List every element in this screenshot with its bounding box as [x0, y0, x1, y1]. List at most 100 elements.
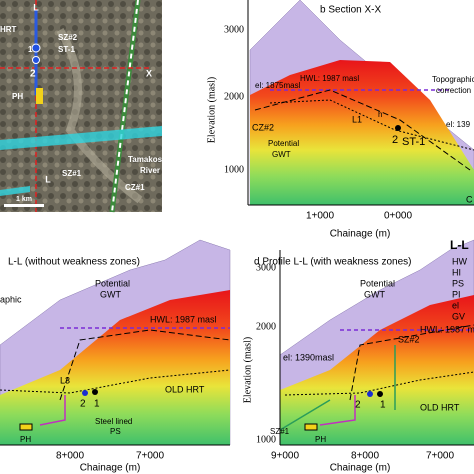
- label: ST-1: [402, 136, 425, 148]
- label: C: [466, 194, 473, 204]
- label: River: [140, 166, 160, 175]
- point: [82, 390, 88, 396]
- label: SZ#2: [58, 33, 78, 42]
- label: PH: [315, 435, 326, 444]
- label: Potential: [95, 278, 130, 288]
- label: CZ#1: [125, 183, 145, 192]
- section-d: [279, 239, 474, 446]
- label: 2: [355, 400, 361, 411]
- label: Chainage (m): [80, 463, 141, 474]
- label: PI: [452, 289, 461, 299]
- x-tick-label: 8+000: [56, 451, 85, 462]
- label: L3: [60, 375, 70, 385]
- label: L-L (without weakness zones): [8, 257, 140, 268]
- section-b: [247, 0, 474, 206]
- x-tick-label: 7+000: [426, 451, 455, 462]
- point: [367, 391, 373, 397]
- y-tick-label: 1000: [224, 164, 244, 175]
- label: GWT: [364, 289, 385, 299]
- label: 1: [28, 45, 33, 54]
- label: 2: [392, 134, 398, 146]
- label: PH: [12, 92, 23, 101]
- label: SZ#2: [398, 334, 420, 344]
- label: HRT: [0, 25, 17, 34]
- label: HWL: 1987 masl: [300, 74, 359, 83]
- hrt-line: [284, 371, 474, 396]
- ps-line: [319, 395, 356, 426]
- label: SZ#1: [270, 427, 290, 436]
- label: 2: [30, 69, 36, 80]
- satellite: [0, 0, 162, 212]
- label: 1: [380, 400, 386, 411]
- label: X: [146, 68, 152, 78]
- label: HI: [452, 267, 461, 277]
- saturated-zone: [280, 295, 474, 445]
- l3-line: [59, 329, 231, 401]
- label: Topographic: [432, 75, 474, 84]
- cz1-zone: [0, 126, 162, 150]
- label: Potential: [360, 278, 395, 288]
- y-tick-label: 2000: [224, 91, 244, 102]
- label: 1: [94, 399, 100, 410]
- label: GWT: [272, 150, 291, 159]
- label: b Section X-X: [320, 5, 381, 16]
- label: L-L: [450, 238, 469, 252]
- sz1-zone: [279, 399, 331, 431]
- label: Chainage (m): [330, 463, 391, 474]
- label: 2: [80, 399, 86, 410]
- label: Elevation (masl): [242, 337, 253, 403]
- ps-line: [39, 395, 66, 426]
- label: SZ#1: [62, 169, 82, 178]
- point-marker: [32, 56, 40, 64]
- label: HW: [452, 256, 467, 266]
- label: el: 1875masl: [255, 81, 301, 90]
- label: PH: [20, 435, 31, 444]
- label: 1 km: [16, 196, 32, 203]
- label: ST-1: [58, 45, 75, 54]
- sz2-marker: [31, 43, 41, 53]
- label: d Profile L-L (with weakness zones): [254, 257, 411, 268]
- label: Potential: [268, 139, 299, 148]
- label: el: [452, 300, 459, 310]
- y-tick-label: 3000: [224, 24, 244, 35]
- y-tick-label: 1000: [256, 434, 276, 445]
- label: OLD HRT: [165, 384, 205, 394]
- label: GV: [452, 311, 465, 321]
- label: Chainage (m): [330, 229, 391, 240]
- label: L: [33, 2, 39, 12]
- label: OLD HRT: [420, 402, 460, 412]
- ph-marker: [19, 423, 33, 431]
- label: Elevation (masl): [206, 77, 217, 143]
- y-tick-label: 3000: [256, 262, 276, 273]
- x-tick-label: 1+000: [306, 211, 335, 222]
- point: [377, 391, 383, 397]
- ph-marker: [36, 88, 43, 104]
- label: CZ#2: [252, 122, 274, 132]
- label: aphic: [0, 294, 22, 304]
- label: PS: [452, 278, 464, 288]
- label: correction: [436, 86, 471, 95]
- x-tick-label: 7+000: [136, 451, 165, 462]
- gwt-line: [349, 324, 474, 401]
- river: [109, 0, 141, 213]
- x-tick-label: 9+000: [271, 451, 300, 462]
- point: [395, 125, 401, 131]
- label: GWT: [100, 289, 121, 299]
- label: Tamakoshi: [128, 155, 169, 164]
- label: el: 1390masl: [283, 352, 334, 362]
- label: L: [45, 174, 51, 184]
- section-c: [0, 239, 231, 446]
- l1-line: [254, 89, 471, 171]
- x-tick-label: 8+000: [351, 451, 380, 462]
- label: h: [378, 110, 382, 119]
- label: HWL: 1987 masl: [150, 314, 217, 324]
- label: L1: [352, 114, 362, 124]
- map-panel: [0, 0, 162, 213]
- saturated-zone: [250, 60, 474, 205]
- label: HWL: 1987 masl: [420, 324, 474, 334]
- ph-marker: [304, 423, 318, 431]
- label: Steel lined: [95, 417, 132, 426]
- sz1-zone: [0, 186, 30, 196]
- label: el: 139: [446, 120, 471, 129]
- gwt-line: [269, 99, 474, 151]
